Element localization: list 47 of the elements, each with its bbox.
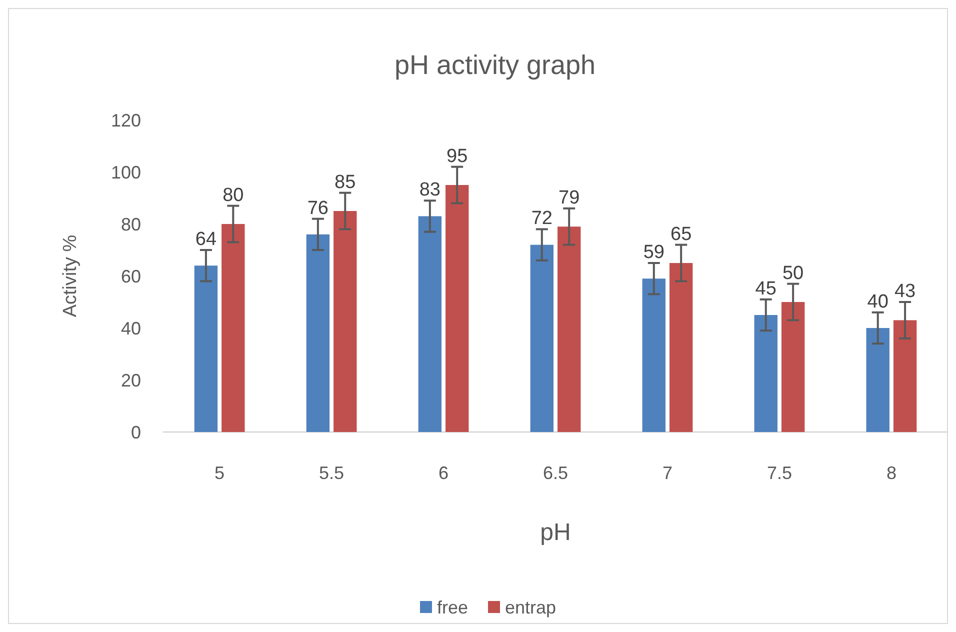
- x-tick-label: 8: [886, 463, 896, 483]
- bar: [642, 278, 666, 432]
- bar: [781, 302, 805, 432]
- y-tick-label: 40: [120, 318, 141, 338]
- data-label: 65: [670, 224, 692, 245]
- data-label: 85: [334, 172, 356, 193]
- bar: [754, 315, 778, 432]
- x-tick-label: 7: [662, 463, 672, 483]
- y-axis-title: Activity %: [60, 234, 81, 318]
- bar: [558, 226, 581, 432]
- data-label: 64: [195, 229, 217, 250]
- x-tick-label: 7.5: [766, 463, 792, 483]
- y-tick-label: 60: [120, 266, 141, 286]
- data-label: 50: [782, 262, 804, 284]
- data-label: 76: [307, 198, 329, 219]
- y-tick-label: 120: [110, 110, 141, 130]
- bar: [418, 216, 442, 432]
- y-tick-label: 20: [120, 370, 141, 390]
- data-label: 59: [643, 242, 664, 263]
- bar: [866, 328, 890, 432]
- data-label: 43: [894, 281, 916, 302]
- y-tick-label: 100: [110, 162, 141, 182]
- data-label: 83: [419, 180, 440, 201]
- bar: [446, 185, 469, 432]
- data-label: 40: [867, 291, 888, 312]
- data-label: 79: [558, 187, 580, 208]
- chart-title: pH activity graph: [394, 50, 596, 80]
- x-axis-title: pH: [540, 519, 571, 546]
- data-label: 95: [446, 146, 468, 167]
- data-label: 45: [755, 278, 776, 300]
- data-label: 72: [531, 208, 552, 230]
- y-tick-label: 0: [130, 422, 141, 442]
- bar: [334, 211, 357, 432]
- bar: [194, 266, 218, 432]
- bar: [530, 244, 554, 432]
- legend-label: free: [437, 597, 468, 618]
- data-label: 80: [222, 184, 244, 206]
- bar: [306, 234, 330, 432]
- x-tick-label: 5: [214, 463, 225, 483]
- bar: [222, 224, 245, 432]
- bar: [893, 320, 917, 432]
- bar: [669, 263, 693, 432]
- x-tick-label: 6: [438, 463, 449, 483]
- x-tick-label: 6.5: [542, 463, 568, 483]
- legend-label: entrap: [505, 597, 556, 618]
- y-tick-label: 80: [120, 214, 141, 234]
- x-tick-label: 5.5: [319, 463, 344, 483]
